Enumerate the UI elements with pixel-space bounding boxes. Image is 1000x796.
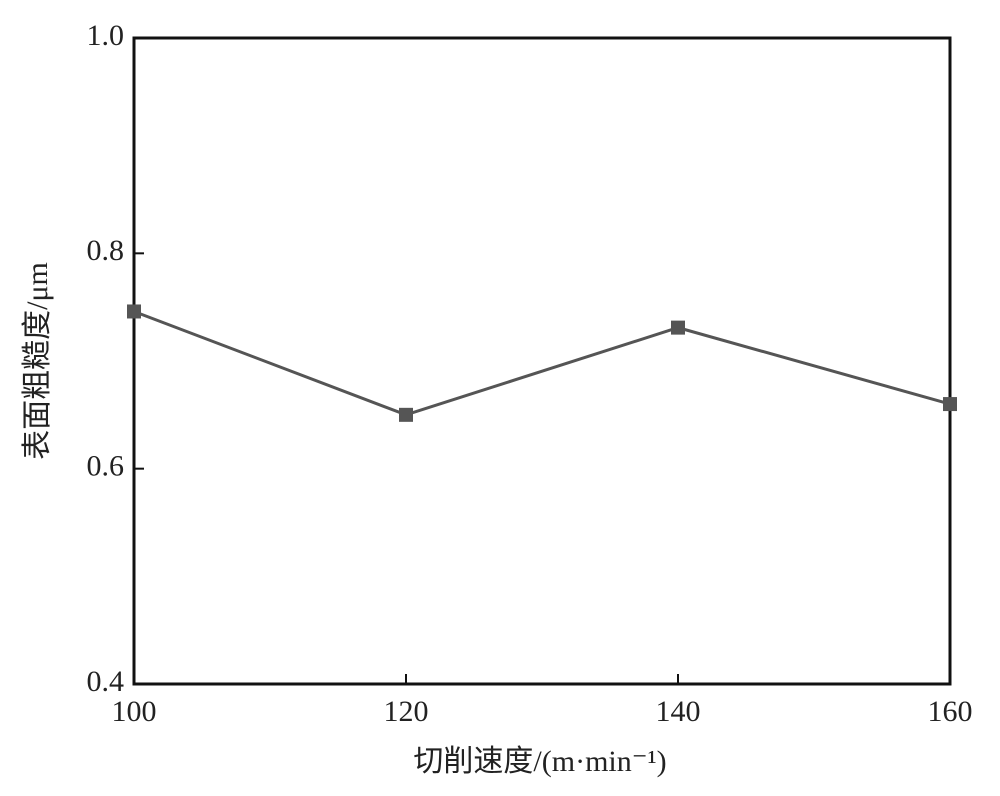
y-tick-label: 0.6 — [87, 450, 125, 483]
y-axis-label: 表面粗糙度/μm — [21, 262, 54, 460]
plot-frame — [132, 36, 952, 686]
marker — [943, 397, 957, 412]
series-line — [133, 310, 951, 417]
marker — [671, 320, 685, 335]
marker — [127, 304, 141, 319]
y-tick-label: 0.8 — [87, 234, 125, 267]
y-tick-label: 1.0 — [87, 19, 125, 52]
x-tick-label: 100 — [112, 695, 157, 728]
x-axis-label: 切削速度/(m·min⁻¹) — [413, 745, 666, 778]
y-tick-label: 0.4 — [87, 665, 125, 698]
marker — [399, 407, 413, 422]
x-tick-label: 120 — [384, 695, 429, 728]
x-tick-label: 140 — [656, 695, 701, 728]
x-tick-label: 160 — [928, 695, 973, 728]
